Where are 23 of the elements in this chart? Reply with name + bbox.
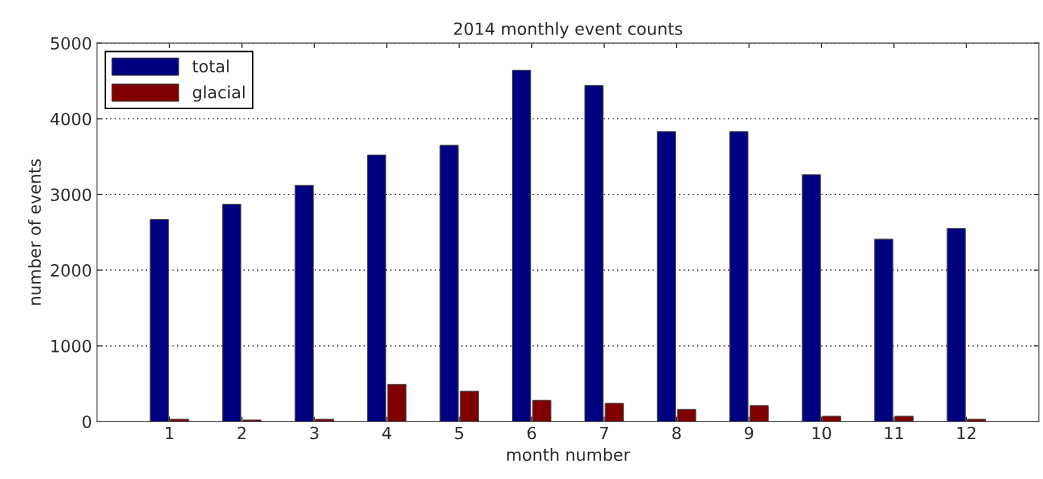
x-tick-label: 10 [812,426,831,440]
x-axis-title: month number [507,448,631,461]
x-tick-label: 5 [455,426,464,440]
x-tick-label: 6 [527,426,536,440]
y-tick-label: 3000 [50,188,92,202]
x-tick-label: 9 [744,426,754,440]
y-tick-label: 1000 [51,339,92,353]
y-tick-label: 2000 [50,264,92,277]
x-tick-label: 7 [600,426,609,440]
y-tick-label: 4000 [50,112,92,126]
legend-label: total [192,59,229,73]
chart-title: 2014 monthly event counts [454,22,683,39]
x-tick-label: 1 [165,426,174,440]
y-tick-label: 0 [82,415,92,429]
legend-label: glacial [192,85,245,102]
x-tick-label: 8 [672,426,681,440]
x-tick-label: 2 [237,426,246,440]
x-tick-label: 12 [957,426,976,440]
y-axis-title: number of events [28,159,41,305]
x-tick-label: 3 [310,426,319,440]
x-tick-label: 4 [382,426,392,440]
x-tick-label: 11 [885,426,903,440]
y-tick-label: 5000 [51,37,92,50]
